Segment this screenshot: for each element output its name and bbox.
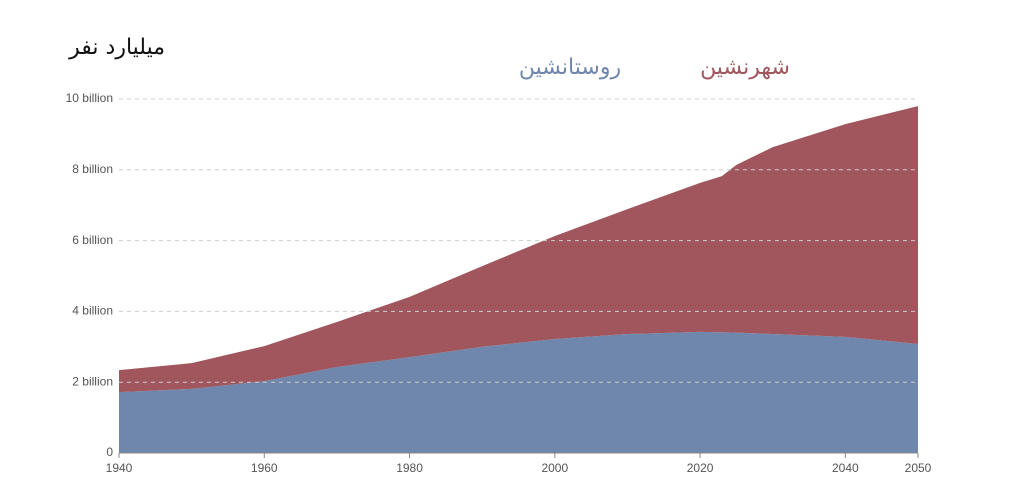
y-tick-label: 2 billion <box>72 374 113 388</box>
y-tick-label: 8 billion <box>72 162 113 176</box>
y-tick-label: 10 billion <box>66 91 113 105</box>
x-tick-label: 2020 <box>687 461 714 475</box>
area <box>119 331 918 453</box>
chart-title: میلیارد نفر <box>68 35 165 60</box>
x-tick-label: 1980 <box>396 461 423 475</box>
y-tick-label: 6 billion <box>72 233 113 247</box>
x-tick-label: 2050 <box>905 461 932 475</box>
legend-entry: روستانشین <box>519 55 621 80</box>
x-tick-label: 1960 <box>251 461 278 475</box>
x-tick-label: 2000 <box>541 461 568 475</box>
area <box>119 106 918 393</box>
legend-entry: شهرنشین <box>700 55 790 80</box>
x-tick-label: 2040 <box>832 461 859 475</box>
x-tick-label: 1940 <box>106 461 133 475</box>
y-tick-label: 4 billion <box>72 304 113 318</box>
y-tick-label: 0 <box>106 445 113 459</box>
